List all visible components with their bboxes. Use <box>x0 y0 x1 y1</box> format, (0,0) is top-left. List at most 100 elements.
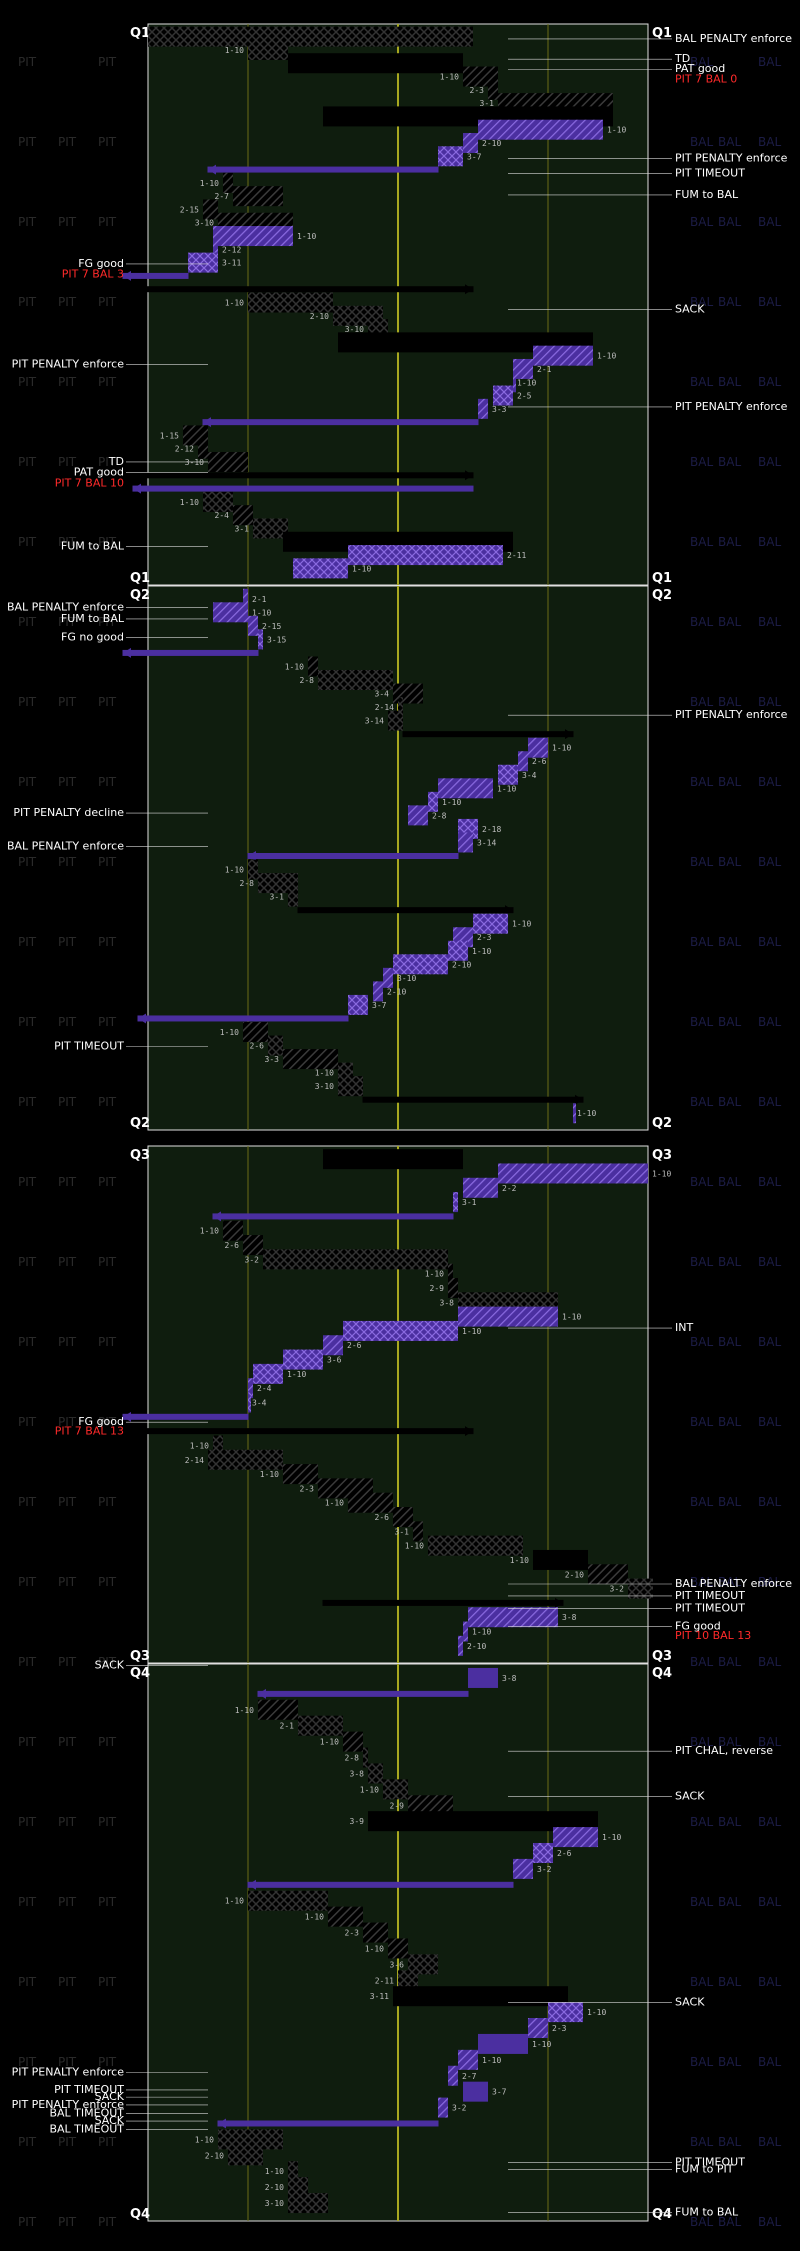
watermark-right: BAL <box>758 295 781 309</box>
quarter-label: Q1 <box>652 26 672 41</box>
watermark-left: PIT <box>98 375 117 389</box>
watermark-left: PIT <box>98 1575 117 1589</box>
pit-play-bar <box>428 1535 523 1556</box>
bal-play-bar <box>513 358 533 379</box>
pit-play-bar <box>203 491 233 512</box>
watermark-right: BAL <box>758 2055 781 2069</box>
pit-play-bar <box>488 79 498 100</box>
down-distance-label: 2-5 <box>517 392 532 401</box>
watermark-left: PIT <box>98 1735 117 1749</box>
bal-arrowhead <box>138 1013 146 1024</box>
pit-arrowhead <box>575 1094 583 1105</box>
bal-play-bar <box>533 1842 553 1863</box>
watermark-right: BAL <box>690 2135 713 2149</box>
annotation-right: PIT TIMEOUT <box>675 2155 745 2168</box>
down-distance-label: 1-10 <box>442 798 461 807</box>
down-distance-label: 2-6 <box>225 1241 240 1250</box>
watermark-right: BAL <box>690 1175 713 1189</box>
watermark-right: BAL <box>690 535 713 549</box>
pit-play-bar <box>288 886 298 907</box>
down-distance-label: 3-10 <box>265 2199 284 2208</box>
watermark-right: BAL <box>690 1895 713 1909</box>
quarter-label: Q2 <box>652 588 672 603</box>
down-distance-label: 2-15 <box>180 205 199 214</box>
annotation-right: PIT CHAL, reverse <box>675 1744 773 1757</box>
down-distance-label: 3-2 <box>537 1865 552 1874</box>
watermark-left: PIT <box>58 935 77 949</box>
pit-play-bar <box>203 199 218 220</box>
down-distance-label: 1-10 <box>265 2167 284 2176</box>
watermark-right: BAL <box>690 215 713 229</box>
pit-arrowhead <box>555 1597 563 1608</box>
down-distance-label: 3-2 <box>245 1255 260 1264</box>
watermark-right: BAL <box>718 1815 741 1829</box>
bal-arrowhead <box>248 851 256 861</box>
bal-play-bar <box>458 832 473 853</box>
bal-play-bar <box>478 398 488 419</box>
watermark-left: PIT <box>98 2215 117 2229</box>
down-distance-label: 2-9 <box>430 1284 445 1293</box>
down-distance-label: 3-7 <box>492 2088 507 2097</box>
watermark-right: BAL <box>718 1735 741 1749</box>
watermark-left: PIT <box>98 935 117 949</box>
down-distance-label: 3-6 <box>327 1356 342 1365</box>
down-distance-label: 2-6 <box>375 1513 390 1522</box>
watermark-left: PIT <box>18 1335 37 1349</box>
bal-punt-arrow <box>257 1690 469 1697</box>
watermark-right: BAL <box>758 1415 781 1429</box>
down-distance-label: 1-10 <box>297 232 316 241</box>
watermark-left: PIT <box>58 455 77 469</box>
watermark-left: PIT <box>18 1015 37 1029</box>
watermark-left: PIT <box>98 1255 117 1269</box>
watermark-left: PIT <box>98 1095 117 1109</box>
watermark-left: PIT <box>18 1175 37 1189</box>
annotation-right: PAT good <box>675 62 725 75</box>
pit-play-bar <box>283 1464 318 1485</box>
watermark-right: BAL <box>718 455 741 469</box>
bal-play-bar <box>213 239 218 260</box>
down-distance-label: 1-10 <box>365 1944 384 1953</box>
quarter-label: Q4 <box>130 2207 150 2222</box>
bal-play-bar <box>533 345 593 366</box>
watermark-right: BAL <box>758 935 781 949</box>
pit-arrowhead <box>505 905 513 916</box>
annotation-left: FUM to BAL <box>61 612 125 625</box>
watermark-left: PIT <box>98 695 117 709</box>
watermark-right: BAL <box>758 1735 781 1749</box>
watermark-left: PIT <box>58 375 77 389</box>
down-distance-label: 2-6 <box>532 757 547 766</box>
annotation-left: BAL PENALTY enforce <box>7 839 124 852</box>
down-distance-label: 1-10 <box>607 126 626 135</box>
watermark-right: BAL <box>718 2055 741 2069</box>
annotation-left: SACK <box>95 1658 125 1671</box>
pit-play-bar <box>248 859 258 880</box>
watermark-right: BAL <box>690 1975 713 1989</box>
watermark-left: PIT <box>98 55 117 69</box>
bal-play-bar <box>518 751 528 772</box>
watermark-left: PIT <box>58 215 77 229</box>
watermark-left: PIT <box>18 1575 37 1589</box>
bal-play-bar <box>323 1335 343 1356</box>
bal-arrowhead <box>133 483 141 494</box>
watermark-right: BAL <box>690 775 713 789</box>
pit-play-bar <box>343 1731 363 1752</box>
watermark-right: BAL <box>718 615 741 629</box>
watermark-right: BAL <box>690 295 713 309</box>
pit-play-bar <box>393 1507 413 1528</box>
bal-play-bar <box>428 791 438 812</box>
annotation-left: FG good <box>78 257 124 270</box>
bal-play-bar <box>383 967 393 988</box>
pit-play-bar <box>288 2161 298 2182</box>
watermark-right: BAL <box>718 1895 741 1909</box>
bal-play-bar <box>453 1192 458 1213</box>
annotation-right: FUM to PIT <box>675 2163 734 2176</box>
down-distance-label: 3-2 <box>610 1585 625 1594</box>
watermark-left: PIT <box>98 855 117 869</box>
bal-punt-arrow <box>247 853 459 859</box>
pit-play-bar <box>283 1049 338 1070</box>
down-distance-label: 1-10 <box>260 1470 279 1479</box>
pit-play-bar <box>248 1890 328 1911</box>
pit-play-bar <box>338 1076 363 1097</box>
watermark-left: PIT <box>18 535 37 549</box>
bal-arrowhead <box>213 1211 221 1222</box>
